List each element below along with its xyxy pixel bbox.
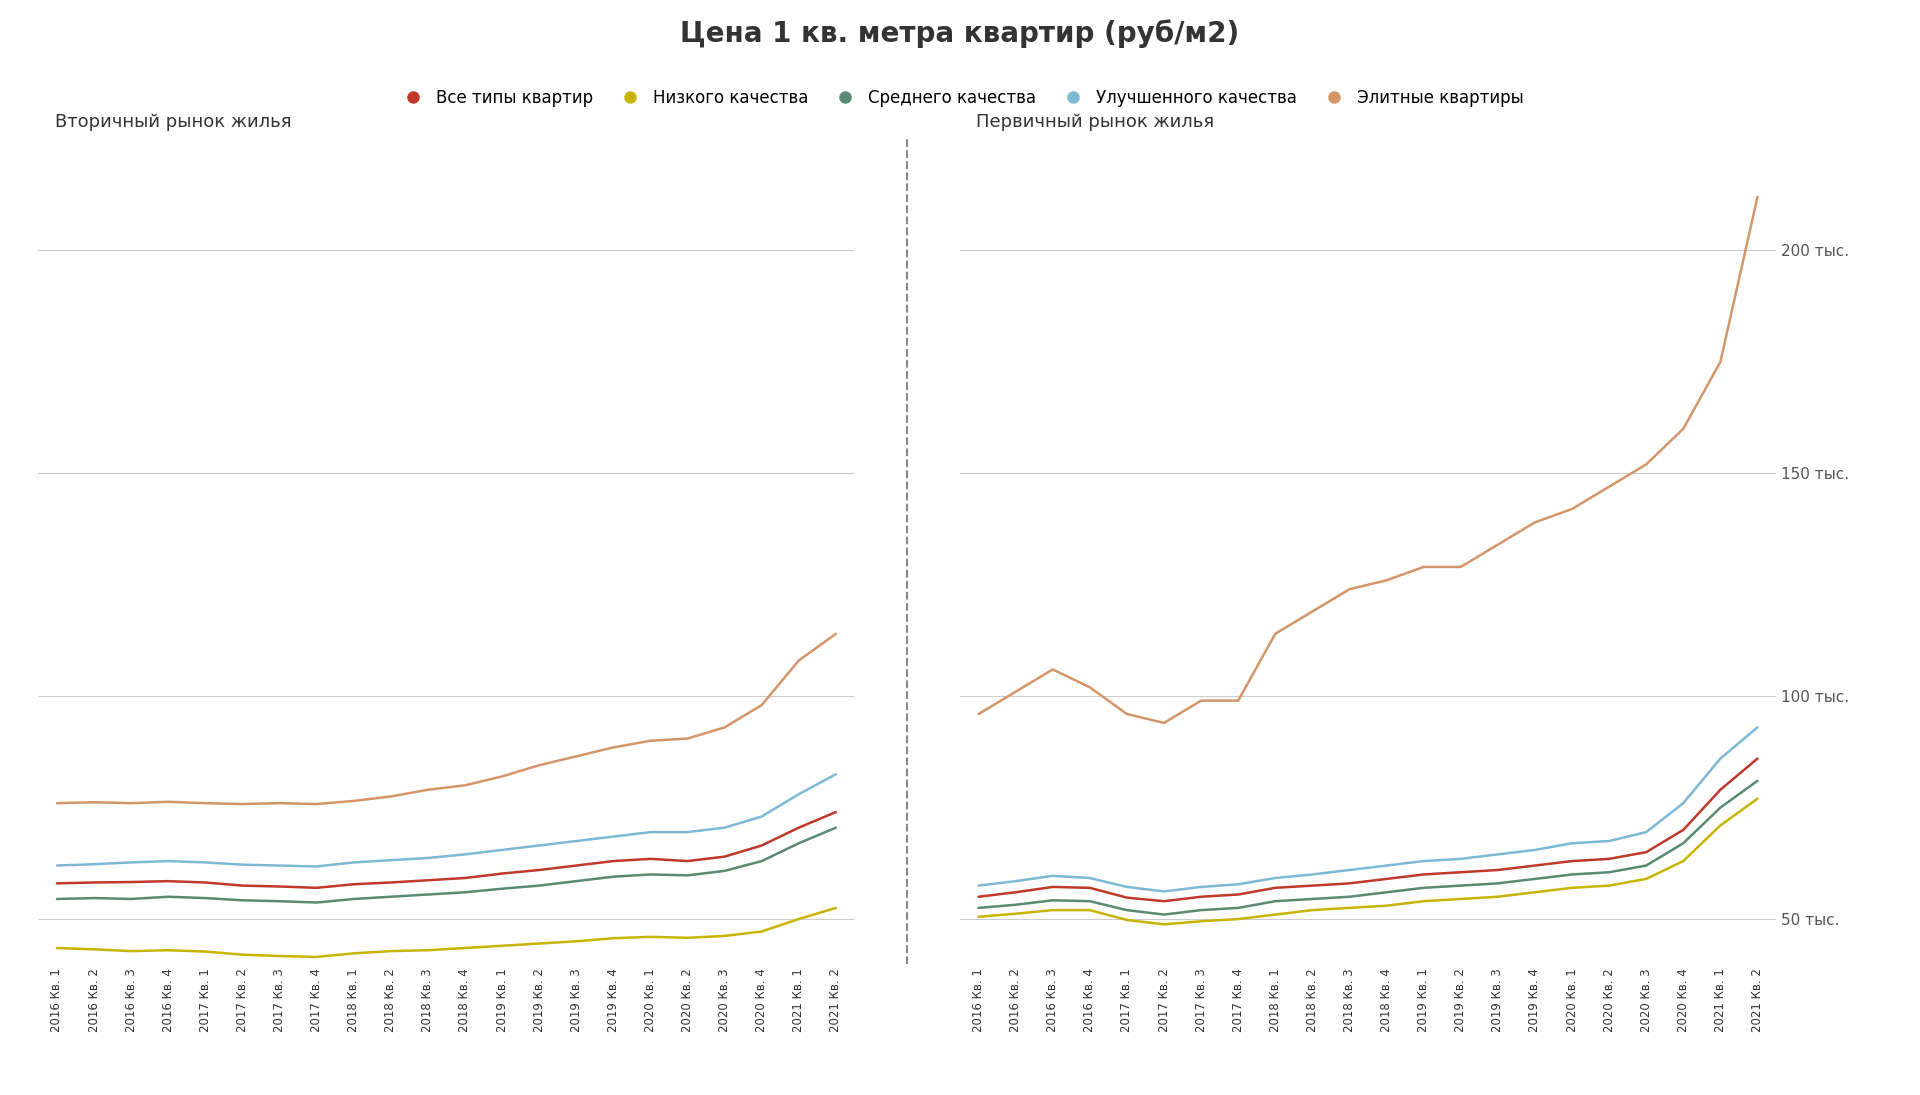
Text: Цена 1 кв. метра квартир (руб/м2): Цена 1 кв. метра квартир (руб/м2) bbox=[680, 20, 1240, 48]
Legend: Все типы квартир, Низкого качества, Среднего качества, Улучшенного качества, Эли: Все типы квартир, Низкого качества, Сред… bbox=[396, 89, 1524, 107]
Text: Первичный рынок жилья: Первичный рынок жилья bbox=[977, 113, 1215, 130]
Text: Вторичный рынок жилья: Вторичный рынок жилья bbox=[54, 113, 292, 130]
